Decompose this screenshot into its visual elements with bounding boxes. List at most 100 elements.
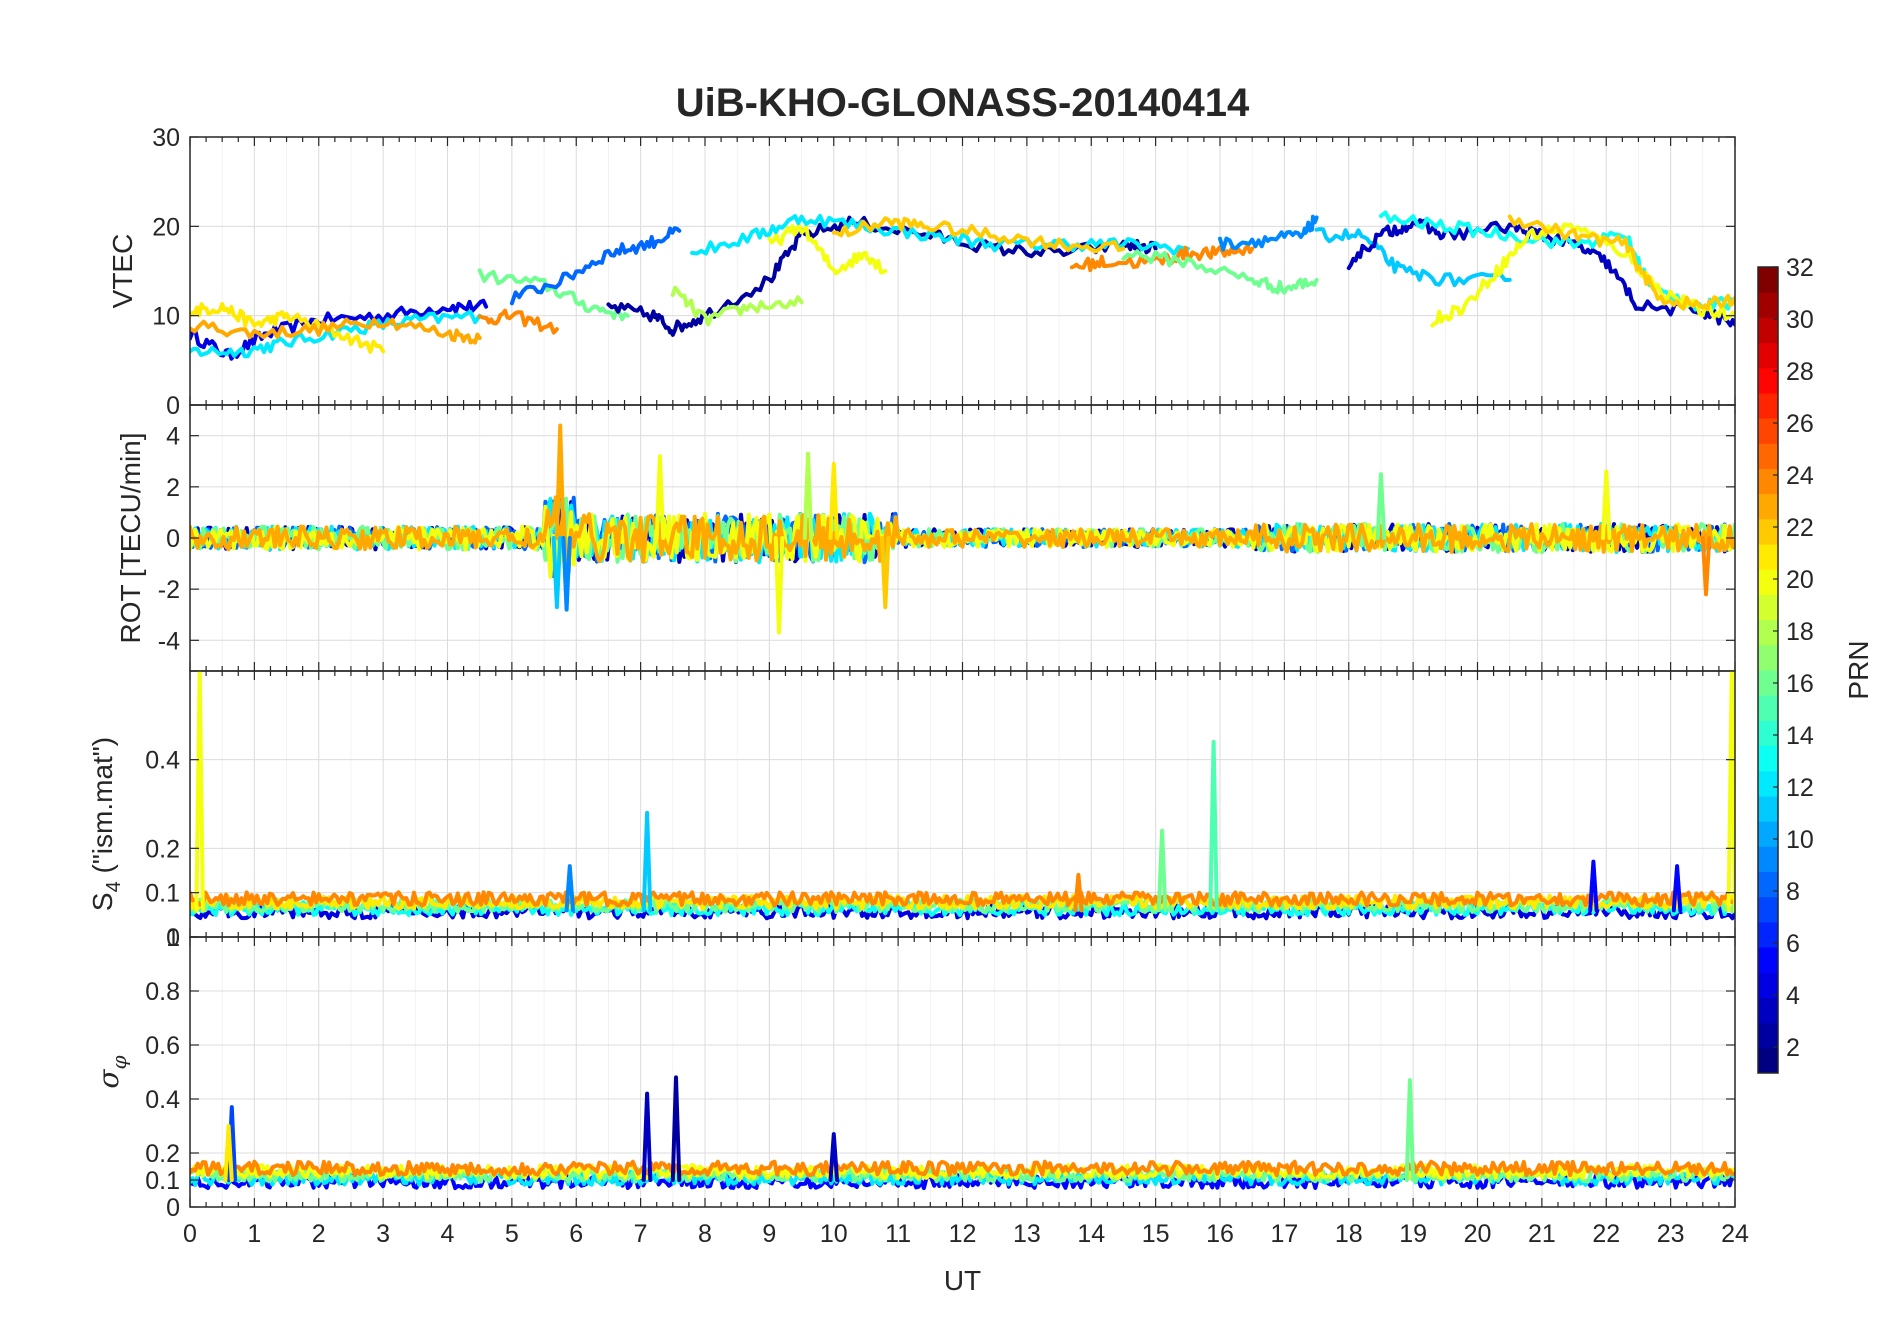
colorbar-tick-label: 12 [1786,774,1814,802]
x-tick-label: 8 [698,1220,712,1248]
y-tick-label: 30 [152,124,180,152]
traces [190,1075,1735,1191]
x-tick-label: 9 [762,1220,776,1248]
colorbar-segment [1758,1022,1778,1049]
colorbar-segment [1758,770,1778,797]
x-tick-label: 20 [1464,1220,1492,1248]
y-axis-label: S4 ("ism.mat") [87,737,125,911]
y-tick-label: 0.2 [145,835,180,863]
colorbar-segment [1758,493,1778,520]
spike-mark [564,864,575,913]
spike-mark [1726,671,1735,913]
colorbar-segment [1758,921,1778,948]
y-tick-label: 0.2 [145,1140,180,1168]
y-tick-label: 0 [166,525,180,553]
vtec-series-prn-2 [606,215,1158,337]
y-tick-label: -2 [158,576,180,604]
x-tick-label: 5 [505,1220,519,1248]
spike-mark [194,671,205,913]
colorbar-segment [1758,518,1778,545]
y-tick-label: 0 [166,924,180,952]
colorbar-frame [1757,266,1779,1074]
spike-mark [1700,536,1712,597]
spike-mark [828,1132,839,1182]
colorbar-segment [1758,745,1778,772]
spike-mark [223,1124,234,1182]
vtec-series-prn-21 [190,301,386,354]
spike-mark [561,536,572,612]
x-tick-label: 15 [1142,1220,1170,1248]
spike-mark [1588,859,1599,913]
spike-mark [1208,739,1219,913]
y-tick-label: 0 [166,1194,180,1222]
vtec-series-prn-22 [1507,214,1735,312]
colorbar-segment [1758,644,1778,671]
spike-mark [773,536,785,635]
colorbar-tick-label: 4 [1786,982,1800,1010]
colorbar-tick-label: 30 [1786,306,1814,334]
vtec-series-prn-16 [477,268,630,322]
y-tick-label: 0.4 [145,747,180,775]
x-tick-label: 14 [1077,1220,1105,1248]
spike-mark [1404,1078,1416,1182]
colorbar-tick-label: 22 [1786,514,1814,542]
x-tick-label: 0 [183,1220,197,1248]
colorbar-tick-label: 18 [1786,618,1814,646]
spike-mark [1671,864,1683,913]
colorbar-segment [1758,367,1778,394]
colorbar-segment [1758,997,1778,1024]
vtec-series-prn-24 [477,308,559,335]
y-tick-label: 0.1 [145,880,180,908]
colorbar-segment [1758,896,1778,923]
colorbar-segment [1758,947,1778,973]
x-tick-label: 18 [1335,1220,1363,1248]
colorbar-tick-label: 6 [1786,930,1800,958]
x-tick-label: 13 [1013,1220,1041,1248]
spike-mark [641,1091,653,1182]
x-tick-label: 2 [312,1220,326,1248]
colorbar-tick-label: 20 [1786,566,1814,594]
x-tick-label: 12 [949,1220,977,1248]
vtec-series-prn-16 [1121,249,1319,295]
colorbar-tick-label: 32 [1786,254,1814,282]
x-tick-label: 21 [1528,1220,1556,1248]
colorbar-tick-label: 16 [1786,670,1814,698]
colorbar-segment [1758,594,1778,621]
colorbar-segment [1758,418,1778,444]
colorbar-segment [1758,317,1778,344]
colorbar-segment [1758,670,1778,696]
spike-mark [670,1075,682,1182]
vtec-series-prn-8 [509,226,682,306]
spike-mark [828,461,839,540]
x-tick-label: 23 [1657,1220,1685,1248]
y-tick-label: 0 [166,392,180,420]
spike-mark [1156,828,1168,913]
y-tick-label: 1 [166,924,180,952]
colorbar-segment [1758,695,1778,721]
colorbar-label: PRN [1843,640,1874,699]
x-axis-label: UT [944,1265,981,1296]
colorbar-segment [1758,342,1778,369]
vtec-series-prn-11 [1314,227,1512,288]
x-tick-label: 3 [376,1220,390,1248]
y-tick-label: 0.4 [145,1086,180,1114]
y-tick-label: 10 [152,303,180,331]
y-tick-label: 0.8 [145,978,180,1006]
y-axis-label: σφ [92,1055,131,1088]
x-tick-label: 10 [820,1220,848,1248]
colorbar-tick-label: 2 [1786,1034,1800,1062]
colorbar-segment [1758,720,1778,747]
rot-panel: -4 -2 0 2 4 ROT [TECU/min] [115,404,1736,672]
spike-mark [1601,469,1612,540]
vtec-series-prn-23 [190,317,482,345]
colorbar-tick-label: 24 [1786,462,1814,490]
x-tick-label: 24 [1721,1220,1749,1248]
vtec-series-prn-20 [767,223,888,276]
colorbar-tick-label: 8 [1786,878,1800,906]
colorbar-tick-label: 14 [1786,722,1814,750]
colorbar-segment [1758,972,1778,998]
